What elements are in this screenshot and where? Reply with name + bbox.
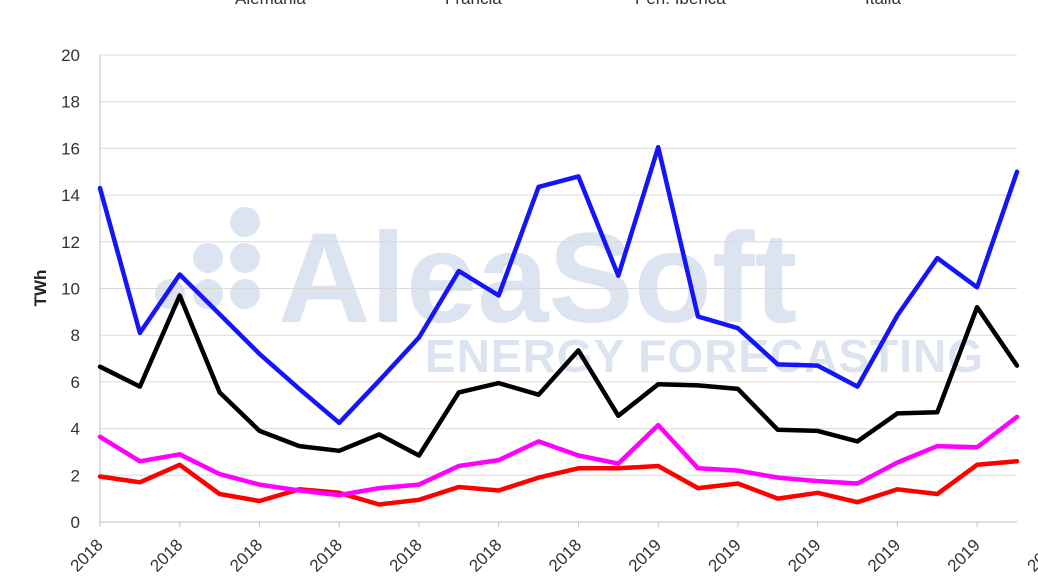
y-tick-label: 4	[71, 420, 80, 439]
x-tick-label: 2018	[465, 535, 505, 575]
x-tick-label: 2019	[1024, 535, 1038, 575]
legend-label-pen-ib-rica: Pen. Ibérica	[635, 0, 726, 8]
legend-label-italia: Italia	[865, 0, 901, 8]
x-tick-label: 2018	[67, 535, 107, 575]
y-tick-label: 10	[61, 280, 80, 299]
axes	[99, 55, 1017, 523]
x-tick-label: 2018	[545, 535, 585, 575]
y-tick-label: 18	[61, 93, 80, 112]
watermark-dot	[193, 243, 223, 273]
x-tick-label: 2019	[864, 535, 904, 575]
y-tick-label: 2	[71, 466, 80, 485]
legend: Alemania Francia Pen. Ibérica Italia	[235, 0, 901, 8]
series-lines	[97, 144, 1020, 507]
y-axis-title: TWh	[31, 270, 50, 307]
y-tick-label: 12	[61, 233, 80, 252]
y-tick-label: 20	[61, 46, 80, 65]
y-tick-label: 14	[61, 186, 80, 205]
x-tick-label: 2018	[386, 535, 426, 575]
grid-lines	[100, 54, 1017, 476]
legend-label-alemania: Alemania	[235, 0, 306, 8]
series-line-italia	[97, 459, 1020, 507]
x-tick-label: 2019	[705, 535, 745, 575]
x-tick-label: 2018	[226, 535, 266, 575]
legend-label-francia: Francia	[445, 0, 502, 8]
y-tick-label: 16	[61, 139, 80, 158]
watermark-dot	[193, 279, 223, 309]
x-tick-label: 2018	[146, 535, 186, 575]
x-tick-label: 2019	[784, 535, 824, 575]
y-tick-label: 6	[71, 373, 80, 392]
series-line-alemania	[97, 144, 1020, 426]
watermark-dot	[230, 243, 260, 273]
x-axis-ticks: 2018 2018 2018 2018 2018 2018 2018 2019 2019 2019…	[67, 522, 1038, 576]
watermark-dot	[230, 207, 260, 237]
y-tick-label: 0	[71, 513, 80, 532]
y-axis-ticks: 0 2 4 6 8 10 12 14 16 18 20	[61, 46, 80, 532]
x-tick-label: 2018	[306, 535, 346, 575]
series-line-francia	[97, 414, 1020, 498]
watermark-brand: AleaSoft	[278, 207, 797, 350]
series-line-pen-ib-rica	[97, 293, 1020, 458]
watermark-tagline: ENERGY FORECASTING	[425, 330, 984, 382]
x-tick-label: 2019	[944, 535, 984, 575]
y-tick-label: 8	[71, 326, 80, 345]
watermark-dot	[230, 279, 260, 309]
x-tick-label: 2019	[625, 535, 665, 575]
